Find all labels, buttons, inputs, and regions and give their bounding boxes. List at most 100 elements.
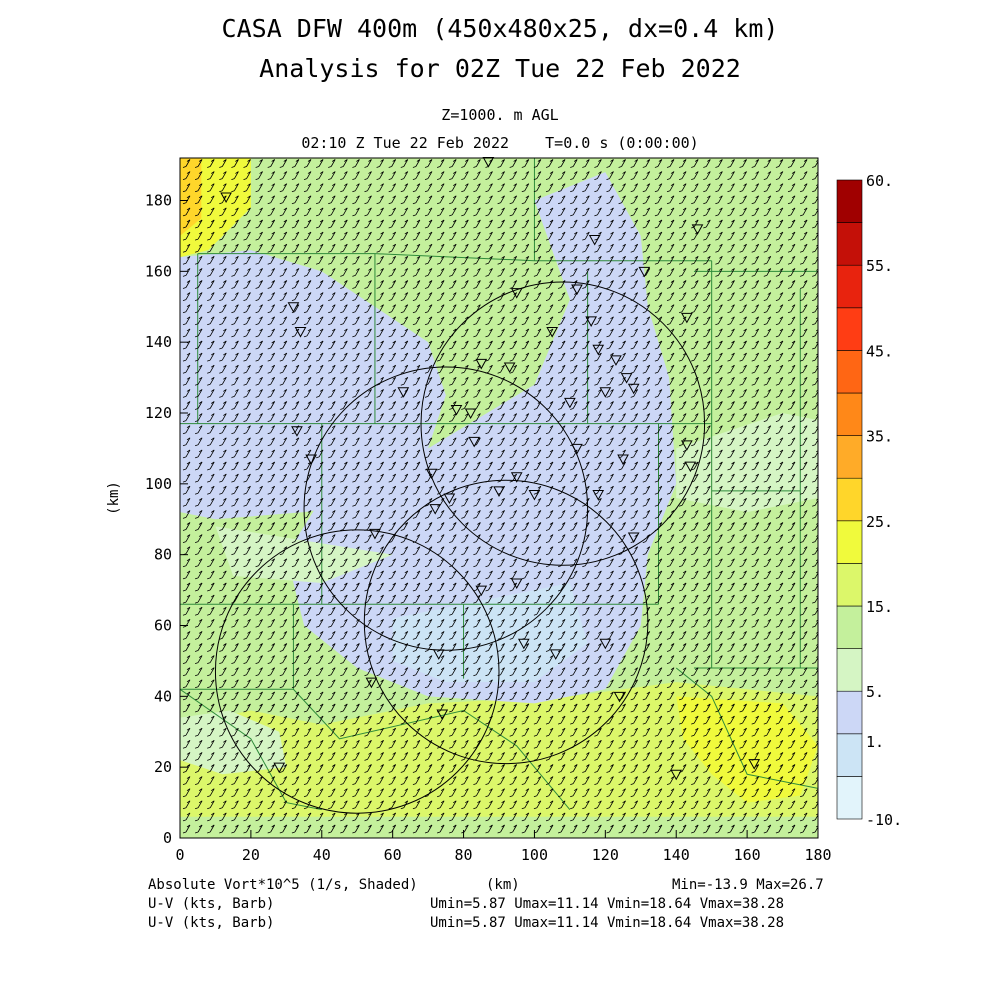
wind-barb [303,195,312,205]
wind-barb [763,401,772,410]
wind-barb [654,243,663,253]
wind-barb [654,497,663,507]
wind-barb [787,497,796,507]
wind-barb [715,800,723,810]
wind-barb [219,679,227,689]
wind-barb [763,207,772,217]
wind-barb [255,473,263,483]
wind-barb [533,631,542,640]
wind-barb [812,486,818,495]
wind-barb [279,667,288,677]
wind-barb [412,159,421,168]
wind-barb [315,631,324,640]
wind-barb [691,594,699,604]
wind-barb [291,183,300,193]
wind-barb [691,534,699,543]
wind-barb [799,752,808,761]
wind-barb [533,328,542,338]
wind-barb [473,485,481,495]
wind-barb [352,316,360,326]
wind-barb [594,691,602,701]
wind-barb [291,207,300,217]
wind-barb [182,570,191,580]
wind-barb [533,582,542,592]
wind-barb [533,594,542,604]
x-tick-label: 0 [175,846,184,864]
wind-barb [557,679,566,689]
wind-barb [703,413,711,422]
wind-barb [775,715,784,725]
chart-title: CASA DFW 400m (450x480x25, dx=0.4 km) [221,14,779,43]
station-triangle [510,472,523,483]
wind-barb [364,691,372,701]
wind-barb [678,437,687,447]
wind-barb [352,691,360,701]
wind-barb [654,304,663,314]
wind-barb [533,304,542,314]
wind-barb [340,643,348,652]
wind-barb [412,473,421,483]
wind-barb [424,534,433,543]
wind-barb [436,739,445,749]
wind-barb [678,679,687,689]
wind-barb [606,691,614,701]
wind-barb [751,195,760,205]
wind-barb [727,594,735,604]
wind-barb [691,280,699,289]
wind-barb [545,207,554,217]
wind-barb [787,703,796,713]
wind-barb [243,510,251,519]
wind-barb [799,292,808,301]
wind-barb [787,546,796,556]
wind-barb [715,546,723,556]
wind-barb [436,618,445,628]
wind-barb [303,727,312,737]
wind-barb [243,800,251,810]
wind-barb [424,352,433,362]
wind-barb [388,606,397,616]
wind-barb [376,752,384,761]
wind-barb [787,643,796,652]
wind-barb [703,243,711,253]
wind-barb [739,715,747,725]
wind-barb [279,316,288,326]
wind-barb [582,304,590,314]
wind-barb [751,231,760,241]
wind-barb [219,582,227,592]
wind-barb [666,401,675,410]
wind-barb [545,558,554,568]
wind-barb [255,594,263,604]
wind-barb [352,376,360,386]
wind-barb [267,364,276,374]
wind-barb [654,171,663,180]
wind-barb [582,752,590,761]
wind-barb [243,255,251,265]
wind-barb [194,352,203,362]
wind-barb [606,788,614,798]
wind-barb [182,715,191,725]
wind-barb [352,800,360,810]
wind-barb [594,207,602,217]
wind-barb [291,485,300,495]
wind-barb [303,667,312,677]
wind-barb [594,618,602,628]
wind-barb [799,219,808,229]
wind-barb [799,522,808,531]
wind-barb [763,473,772,483]
wind-barb [521,655,530,664]
wind-barb [412,207,421,217]
wind-barb [594,727,602,737]
wind-barb [194,534,203,543]
wind-barb [400,352,409,362]
wind-barb [243,643,251,652]
wind-barb [485,328,493,338]
wind-barb [449,582,457,592]
wind-barb [727,328,735,338]
wind-barb [751,703,760,713]
wind-barb [666,292,675,301]
wind-barb [219,788,227,798]
wind-barb [485,316,493,326]
wind-barb [642,739,651,749]
wind-barb [364,304,372,314]
wind-barb [207,824,215,834]
